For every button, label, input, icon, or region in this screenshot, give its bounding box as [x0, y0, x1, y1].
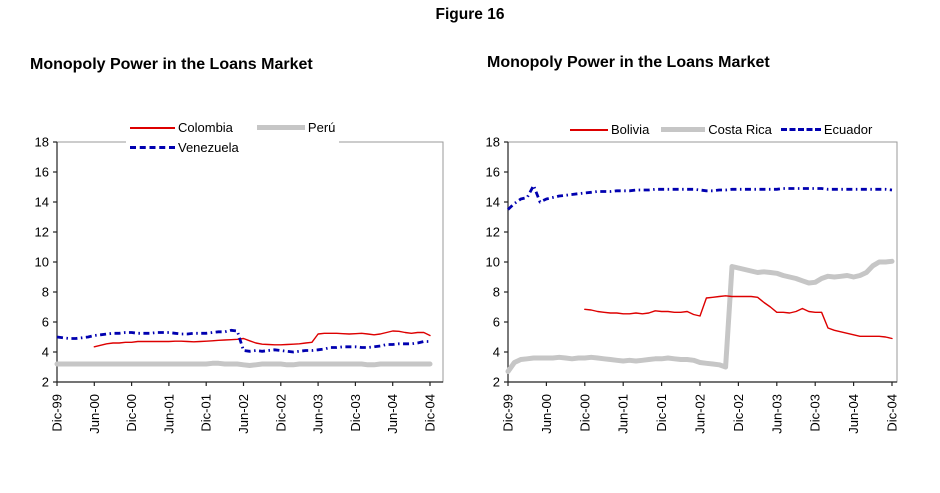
y-tick-label: 10 — [486, 255, 500, 270]
y-tick-label: 12 — [35, 225, 49, 240]
legend-item-colombia: Colombia — [130, 121, 233, 134]
legend-item-bolivia: Bolivia — [570, 123, 649, 136]
legend-label-venezuela: Venezuela — [178, 140, 239, 155]
y-tick-label: 6 — [493, 315, 500, 330]
series-line-perú — [54, 360, 433, 368]
legend-item-ecuador: Ecuador — [780, 122, 873, 137]
x-tick-label: Jun-01 — [616, 394, 631, 434]
x-tick-label: Dic-04 — [423, 394, 438, 432]
x-tick-label: Jun-03 — [311, 394, 326, 434]
x-tick-label: Dic-04 — [885, 394, 900, 432]
series-line-colombia — [93, 330, 431, 348]
series-line-costa-rica — [505, 258, 895, 374]
x-tick-label: Dic-99 — [501, 394, 516, 432]
right-chart-title: Monopoly Power in the Loans Market — [487, 54, 770, 71]
costa-rica-line-swatch — [661, 127, 706, 132]
bolivia-line-swatch — [570, 128, 608, 131]
x-tick-label: Jun-02 — [236, 394, 251, 434]
x-tick-label: Dic-01 — [654, 394, 669, 432]
right-chart-legend: Bolivia Costa Rica Ecuador — [566, 122, 877, 137]
y-tick-label: 10 — [35, 255, 49, 270]
x-tick-label: Dic-99 — [50, 394, 65, 432]
x-tick-label: Dic-03 — [348, 394, 363, 432]
left-chart-canvas: 2 4 6 8 10 12 14 16 18 Dic-99 Jun-00 Dic-00 Jun-01 Di… — [35, 135, 444, 434]
x-tick-label: Jun-04 — [846, 394, 861, 434]
y-tick-label: 12 — [486, 225, 500, 240]
y-tick-label: 2 — [493, 375, 500, 390]
x-tick-label: Dic-00 — [124, 394, 139, 432]
x-tick-label: Jun-01 — [161, 394, 176, 434]
venezuela-line-swatch — [130, 146, 175, 149]
x-tick-label: Dic-02 — [731, 394, 746, 432]
legend-label-bolivia: Bolivia — [611, 122, 650, 137]
x-tick-label: Jun-04 — [385, 394, 400, 434]
series-line-ecuador — [507, 184, 893, 211]
y-tick-label: 4 — [42, 345, 49, 360]
y-tick-label: 18 — [486, 135, 500, 150]
x-tick-label: Jun-00 — [539, 394, 554, 434]
x-tick-label: Jun-03 — [769, 394, 784, 434]
y-tick-label: 16 — [486, 165, 500, 180]
x-tick-label: Jun-00 — [87, 394, 102, 434]
y-tick-label: 4 — [493, 345, 500, 360]
figure-title: Figure 16 — [435, 6, 505, 23]
peru-line-swatch — [256, 125, 305, 130]
x-tick-label: Dic-02 — [273, 394, 288, 432]
legend-item-peru: Perú — [256, 120, 336, 135]
x-tick-label: Dic-01 — [199, 394, 214, 432]
y-tick-label: 14 — [486, 195, 500, 210]
plot-border — [507, 141, 898, 383]
right-chart-canvas: 2 4 6 8 10 12 14 16 18 Dic-99 Jun-00 Dic-00 Jun-01 Di… — [486, 135, 900, 434]
legend-label-peru: Perú — [307, 120, 336, 135]
y-tick-label: 18 — [35, 135, 49, 150]
ecuador-line-swatch — [780, 128, 821, 131]
x-tick-label: Dic-03 — [808, 394, 823, 432]
y-tick-label: 6 — [42, 315, 49, 330]
legend-item-costa-rica: Costa Rica — [661, 123, 772, 136]
y-tick-label: 8 — [42, 285, 49, 300]
colombia-line-swatch — [130, 126, 175, 129]
x-tick-label: Jun-02 — [693, 394, 708, 434]
legend-item-venezuela: Venezuela — [130, 141, 239, 154]
left-chart-legend: Colombia Perú Venezuela — [126, 120, 340, 155]
x-tick-label: Dic-00 — [577, 394, 592, 432]
legend-label-colombia: Colombia — [178, 120, 233, 135]
left-chart-title: Monopoly Power in the Loans Market — [30, 56, 313, 73]
series-line-bolivia — [584, 295, 893, 340]
legend-label-costa-rica: Costa Rica — [708, 122, 772, 137]
y-tick-label: 2 — [42, 375, 49, 390]
legend-label-ecuador: Ecuador — [823, 122, 873, 137]
y-tick-label: 14 — [35, 195, 49, 210]
y-tick-label: 8 — [493, 285, 500, 300]
y-tick-label: 16 — [35, 165, 49, 180]
series-line-venezuela — [56, 328, 430, 354]
